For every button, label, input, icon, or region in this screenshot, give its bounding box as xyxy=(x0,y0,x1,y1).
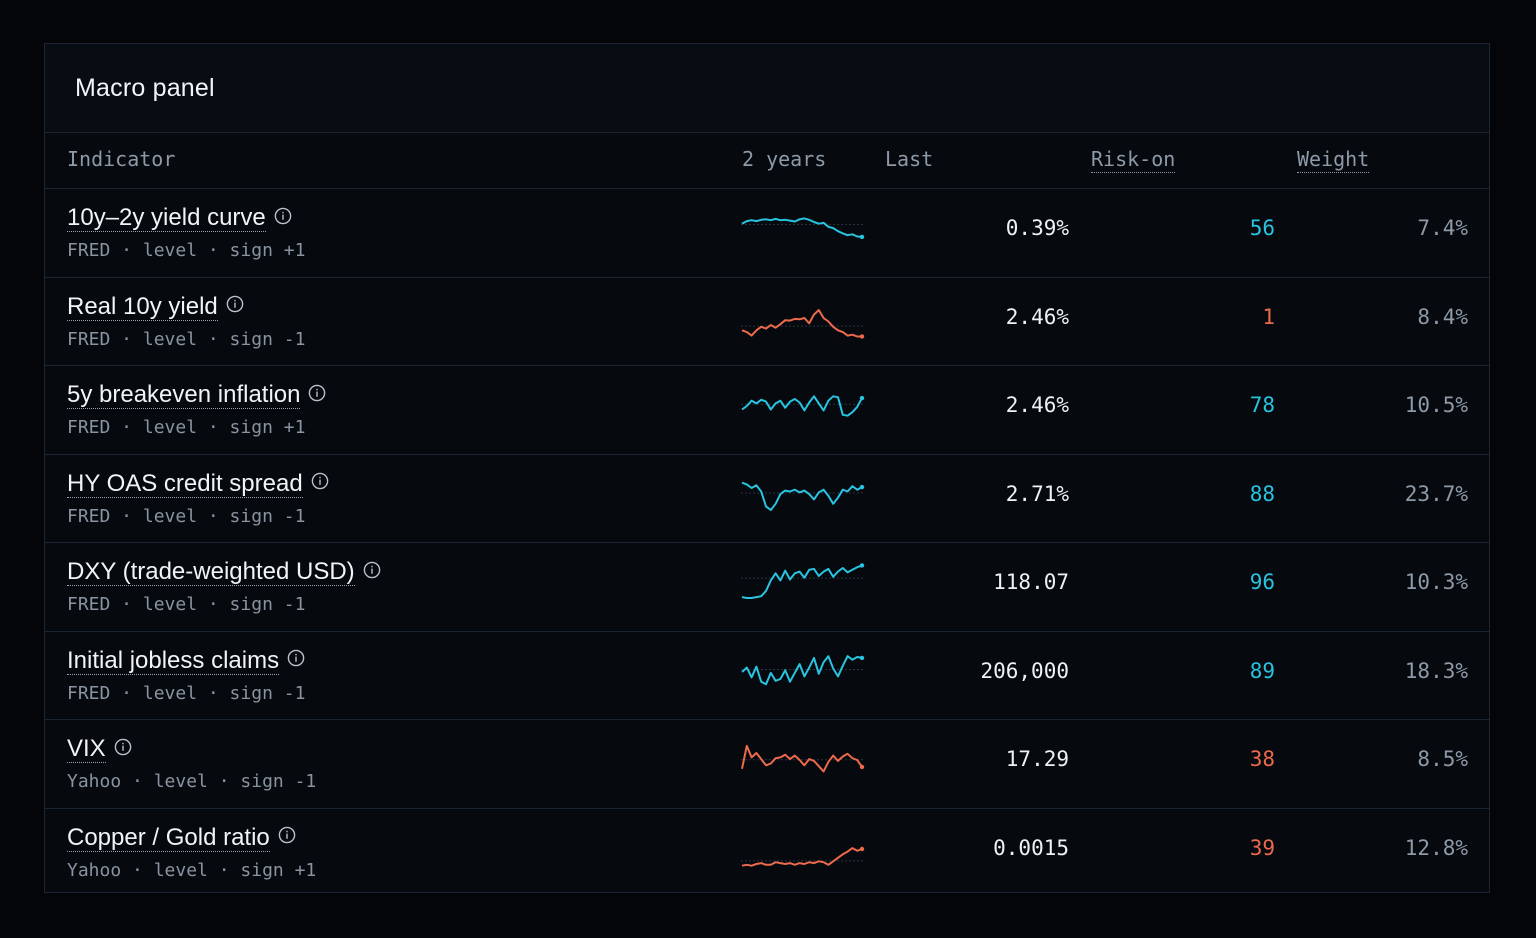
sparkline-endpoint xyxy=(859,655,865,660)
info-icon[interactable] xyxy=(363,561,381,579)
indicator-name: 5y breakeven inflation xyxy=(67,381,326,409)
column-header-indicator: Indicator xyxy=(67,147,176,171)
sparkline-endpoint xyxy=(859,764,865,770)
weight-value: 7.4% xyxy=(1417,216,1468,240)
sparkline-chart xyxy=(741,563,865,599)
sparkline-chart xyxy=(741,744,865,773)
indicator-name: DXY (trade-weighted USD) xyxy=(67,558,381,586)
sparkline-endpoint xyxy=(859,234,865,240)
info-icon[interactable] xyxy=(226,295,244,313)
indicator-meta: FRED · level · sign -1 xyxy=(67,682,306,704)
indicator-label[interactable]: Copper / Gold ratio xyxy=(67,823,270,852)
sparkline-endpoint xyxy=(859,846,865,851)
info-icon[interactable] xyxy=(278,826,296,844)
info-icon[interactable] xyxy=(287,649,305,667)
table-row: VIX Yahoo · level · sign -1 17.29 38 8.5% xyxy=(45,720,1489,809)
indicator-name: VIX xyxy=(67,735,132,763)
sparkline-series xyxy=(741,654,863,685)
sparkline-endpoint xyxy=(859,484,865,489)
indicator-name: Real 10y yield xyxy=(67,292,244,321)
sparkline-series xyxy=(741,481,863,511)
table-row: 10y–2y yield curve FRED · level · sign +1… xyxy=(45,189,1489,278)
sparkline-chart xyxy=(741,217,865,240)
risk-on-score: 39 xyxy=(1249,835,1275,860)
sparkline-chart xyxy=(741,308,865,339)
risk-on-score: 88 xyxy=(1249,481,1275,506)
indicator-label[interactable]: 5y breakeven inflation xyxy=(67,381,301,409)
column-header-spark: 2 years xyxy=(742,147,827,171)
macro-panel: Macro panel Indicator 2 years Last Risk-… xyxy=(44,43,1490,893)
sparkline-endpoint xyxy=(859,563,865,568)
last-value: 2.46% xyxy=(1005,304,1069,329)
column-header-weight[interactable]: Weight xyxy=(1297,147,1370,173)
table-row: 5y breakeven inflation FRED · level · sig… xyxy=(45,366,1489,455)
sparkline-endpoint xyxy=(859,395,865,401)
sparkline-series xyxy=(741,564,863,599)
indicator-name: Initial jobless claims xyxy=(67,646,305,675)
sparkline-series xyxy=(741,846,863,867)
panel-header: Macro panel xyxy=(45,44,1489,133)
last-value: 0.0015 xyxy=(993,835,1069,860)
weight-value: 12.8% xyxy=(1404,835,1468,860)
last-value: 17.29 xyxy=(1005,747,1069,771)
indicator-label[interactable]: 10y–2y yield curve xyxy=(67,204,266,232)
weight-value: 10.5% xyxy=(1404,393,1468,417)
sparkline-chart xyxy=(741,481,865,511)
sparkline-series xyxy=(741,217,863,238)
indicator-meta: FRED · level · sign -1 xyxy=(67,505,306,527)
indicator-meta: FRED · level · sign +1 xyxy=(67,240,306,261)
table-row: HY OAS credit spread FRED · level · sign … xyxy=(45,455,1489,543)
info-icon[interactable] xyxy=(311,472,329,490)
sparkline-chart xyxy=(741,846,865,867)
sparkline-chart xyxy=(741,654,865,685)
weight-value: 8.4% xyxy=(1417,304,1468,329)
info-icon[interactable] xyxy=(274,207,292,225)
indicator-label[interactable]: HY OAS credit spread xyxy=(67,469,303,498)
risk-on-score: 78 xyxy=(1249,393,1275,417)
sparkline-series xyxy=(741,744,863,773)
last-value: 2.46% xyxy=(1005,393,1069,417)
last-value: 2.71% xyxy=(1005,481,1069,506)
indicator-name: HY OAS credit spread xyxy=(67,469,329,498)
table-header: Indicator 2 years Last Risk-on Weight xyxy=(45,133,1489,189)
panel-title: Macro panel xyxy=(75,74,215,102)
indicator-name: 10y–2y yield curve xyxy=(67,204,292,232)
indicator-name: Copper / Gold ratio xyxy=(67,823,296,852)
sparkline-series xyxy=(741,395,863,417)
indicator-meta: Yahoo · level · sign -1 xyxy=(67,771,317,792)
table-row: Real 10y yield FRED · level · sign -1 2.46… xyxy=(45,278,1489,366)
weight-value: 8.5% xyxy=(1417,747,1468,771)
sparkline-chart xyxy=(741,395,865,417)
weight-value: 18.3% xyxy=(1404,658,1468,683)
indicator-meta: FRED · level · sign -1 xyxy=(67,328,306,350)
info-icon[interactable] xyxy=(308,384,326,402)
indicator-meta: FRED · level · sign -1 xyxy=(67,594,306,615)
weight-value: 10.3% xyxy=(1404,570,1468,594)
last-value: 118.07 xyxy=(993,570,1069,594)
indicator-label[interactable]: Initial jobless claims xyxy=(67,646,280,675)
risk-on-score: 38 xyxy=(1249,747,1275,771)
table-row: Copper / Gold ratio Yahoo · level · sign … xyxy=(45,809,1489,898)
risk-on-score: 96 xyxy=(1249,570,1275,594)
indicator-label[interactable]: Real 10y yield xyxy=(67,292,218,321)
indicator-label[interactable]: DXY (trade-weighted USD) xyxy=(67,558,355,586)
column-header-risk-on[interactable]: Risk-on xyxy=(1091,147,1176,173)
indicator-meta: Yahoo · level · sign +1 xyxy=(67,859,317,881)
sparkline-series xyxy=(741,308,862,337)
weight-value: 23.7% xyxy=(1404,481,1468,506)
last-value: 0.39% xyxy=(1005,216,1069,240)
table-row: DXY (trade-weighted USD) FRED · level · s… xyxy=(45,543,1489,632)
table-body: 10y–2y yield curve FRED · level · sign +1… xyxy=(45,189,1489,897)
table-row: Initial jobless claims FRED · level · sig… xyxy=(45,632,1489,720)
indicator-label[interactable]: VIX xyxy=(67,735,106,763)
last-value: 206,000 xyxy=(980,658,1069,683)
risk-on-score: 89 xyxy=(1249,658,1275,683)
column-header-last: Last xyxy=(885,147,934,171)
risk-on-score: 1 xyxy=(1262,304,1275,329)
sparkline-endpoint xyxy=(859,333,865,339)
indicator-meta: FRED · level · sign +1 xyxy=(67,417,306,438)
info-icon[interactable] xyxy=(114,738,132,756)
risk-on-score: 56 xyxy=(1249,216,1275,240)
